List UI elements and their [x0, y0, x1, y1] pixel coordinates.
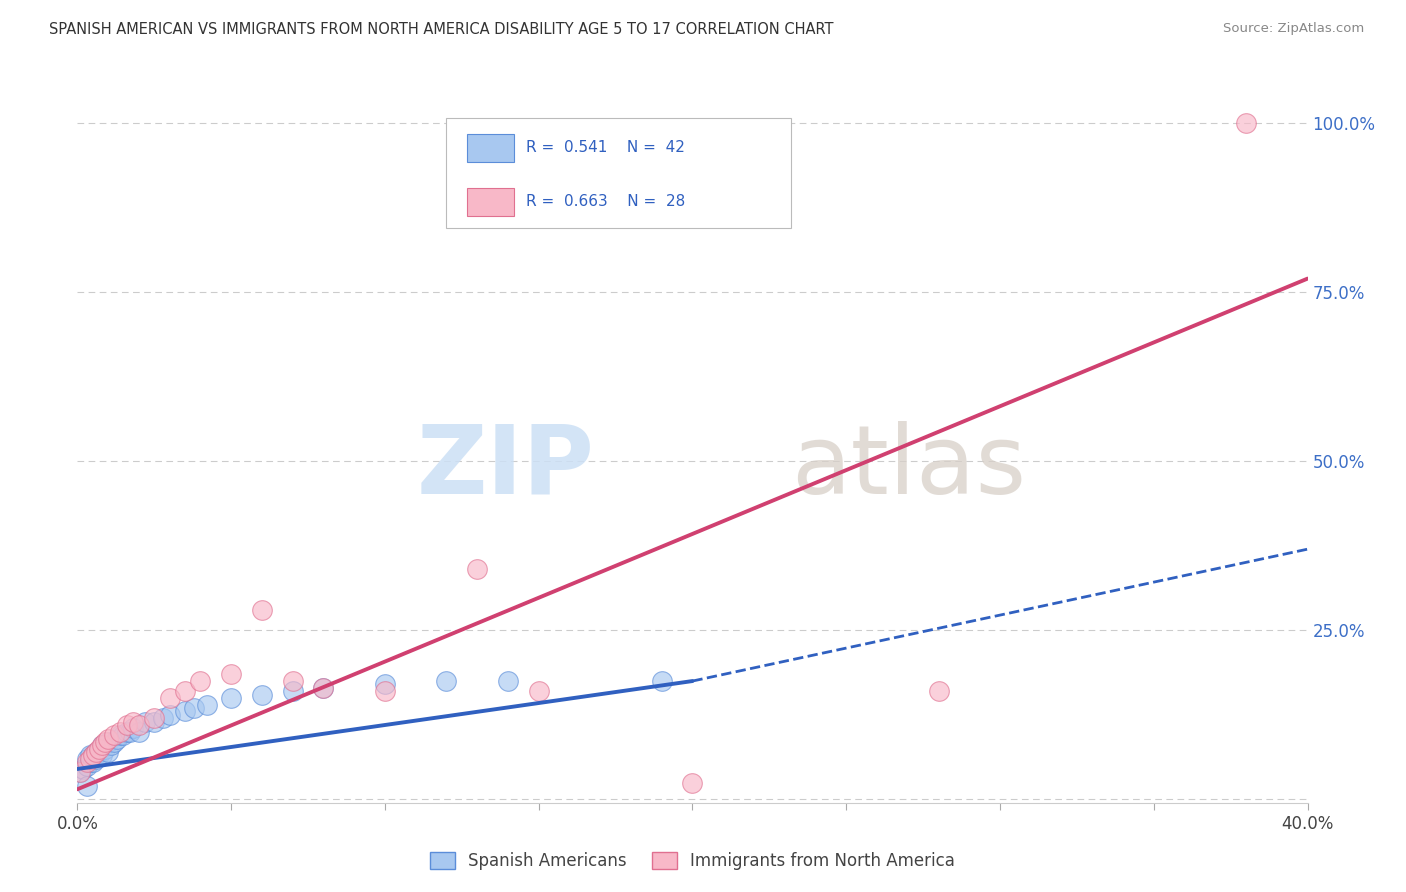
Point: [76, 756, 98, 770]
Point: [219, 667, 242, 681]
Point: [312, 681, 335, 695]
Point: [76, 758, 98, 772]
Point: [112, 728, 135, 742]
Point: [90, 739, 114, 753]
Point: [496, 674, 519, 689]
Point: [110, 728, 132, 742]
Point: [121, 722, 143, 736]
Text: R =  0.541    N =  42: R = 0.541 N = 42: [526, 140, 685, 155]
Point: [465, 562, 488, 576]
Point: [159, 707, 181, 722]
Point: [82, 748, 104, 763]
Point: [110, 724, 132, 739]
FancyBboxPatch shape: [447, 118, 792, 228]
Bar: [467, 188, 515, 216]
Point: [105, 731, 128, 746]
Point: [82, 756, 104, 770]
Point: [79, 752, 101, 766]
Text: R =  0.663    N =  28: R = 0.663 N = 28: [526, 194, 686, 210]
Bar: [467, 134, 515, 162]
Point: [195, 698, 218, 712]
Point: [115, 718, 138, 732]
Point: [250, 688, 273, 702]
Text: Source: ZipAtlas.com: Source: ZipAtlas.com: [1223, 22, 1364, 36]
Point: [115, 724, 138, 739]
Point: [281, 674, 304, 689]
Point: [118, 724, 141, 739]
Point: [97, 735, 120, 749]
Point: [84, 745, 107, 759]
Point: [1234, 116, 1257, 130]
Point: [79, 748, 101, 763]
Point: [143, 714, 166, 729]
Point: [159, 690, 181, 705]
Point: [143, 711, 166, 725]
Point: [152, 711, 174, 725]
Point: [97, 731, 120, 746]
Point: [374, 684, 396, 698]
Point: [72, 762, 94, 776]
Point: [76, 779, 98, 793]
Point: [174, 684, 197, 698]
Legend: Spanish Americans, Immigrants from North America: Spanish Americans, Immigrants from North…: [423, 845, 962, 877]
Point: [374, 677, 396, 691]
Text: atlas: atlas: [792, 421, 1026, 514]
Point: [651, 674, 673, 689]
Point: [174, 705, 197, 719]
Point: [134, 714, 156, 729]
Point: [219, 690, 242, 705]
Point: [69, 765, 91, 780]
Point: [281, 684, 304, 698]
Point: [87, 748, 110, 763]
Text: SPANISH AMERICAN VS IMMIGRANTS FROM NORTH AMERICA DISABILITY AGE 5 TO 17 CORRELA: SPANISH AMERICAN VS IMMIGRANTS FROM NORT…: [49, 22, 834, 37]
Point: [527, 684, 550, 698]
Point: [312, 681, 335, 695]
Point: [103, 735, 125, 749]
Point: [90, 739, 114, 753]
Point: [183, 701, 205, 715]
Point: [84, 752, 107, 766]
Point: [682, 775, 704, 789]
Point: [121, 714, 143, 729]
Point: [250, 603, 273, 617]
Point: [69, 765, 91, 780]
Point: [76, 752, 98, 766]
Point: [94, 735, 117, 749]
Text: ZIP: ZIP: [416, 421, 595, 514]
Point: [97, 745, 120, 759]
Point: [103, 728, 125, 742]
Point: [79, 756, 101, 770]
Point: [82, 748, 104, 763]
Point: [84, 745, 107, 759]
Point: [128, 724, 150, 739]
Point: [188, 674, 212, 689]
Point: [436, 674, 458, 689]
Point: [90, 748, 114, 763]
Point: [94, 741, 117, 756]
Point: [928, 684, 950, 698]
Point: [87, 741, 110, 756]
Point: [128, 718, 150, 732]
Point: [87, 745, 110, 759]
Point: [100, 739, 122, 753]
